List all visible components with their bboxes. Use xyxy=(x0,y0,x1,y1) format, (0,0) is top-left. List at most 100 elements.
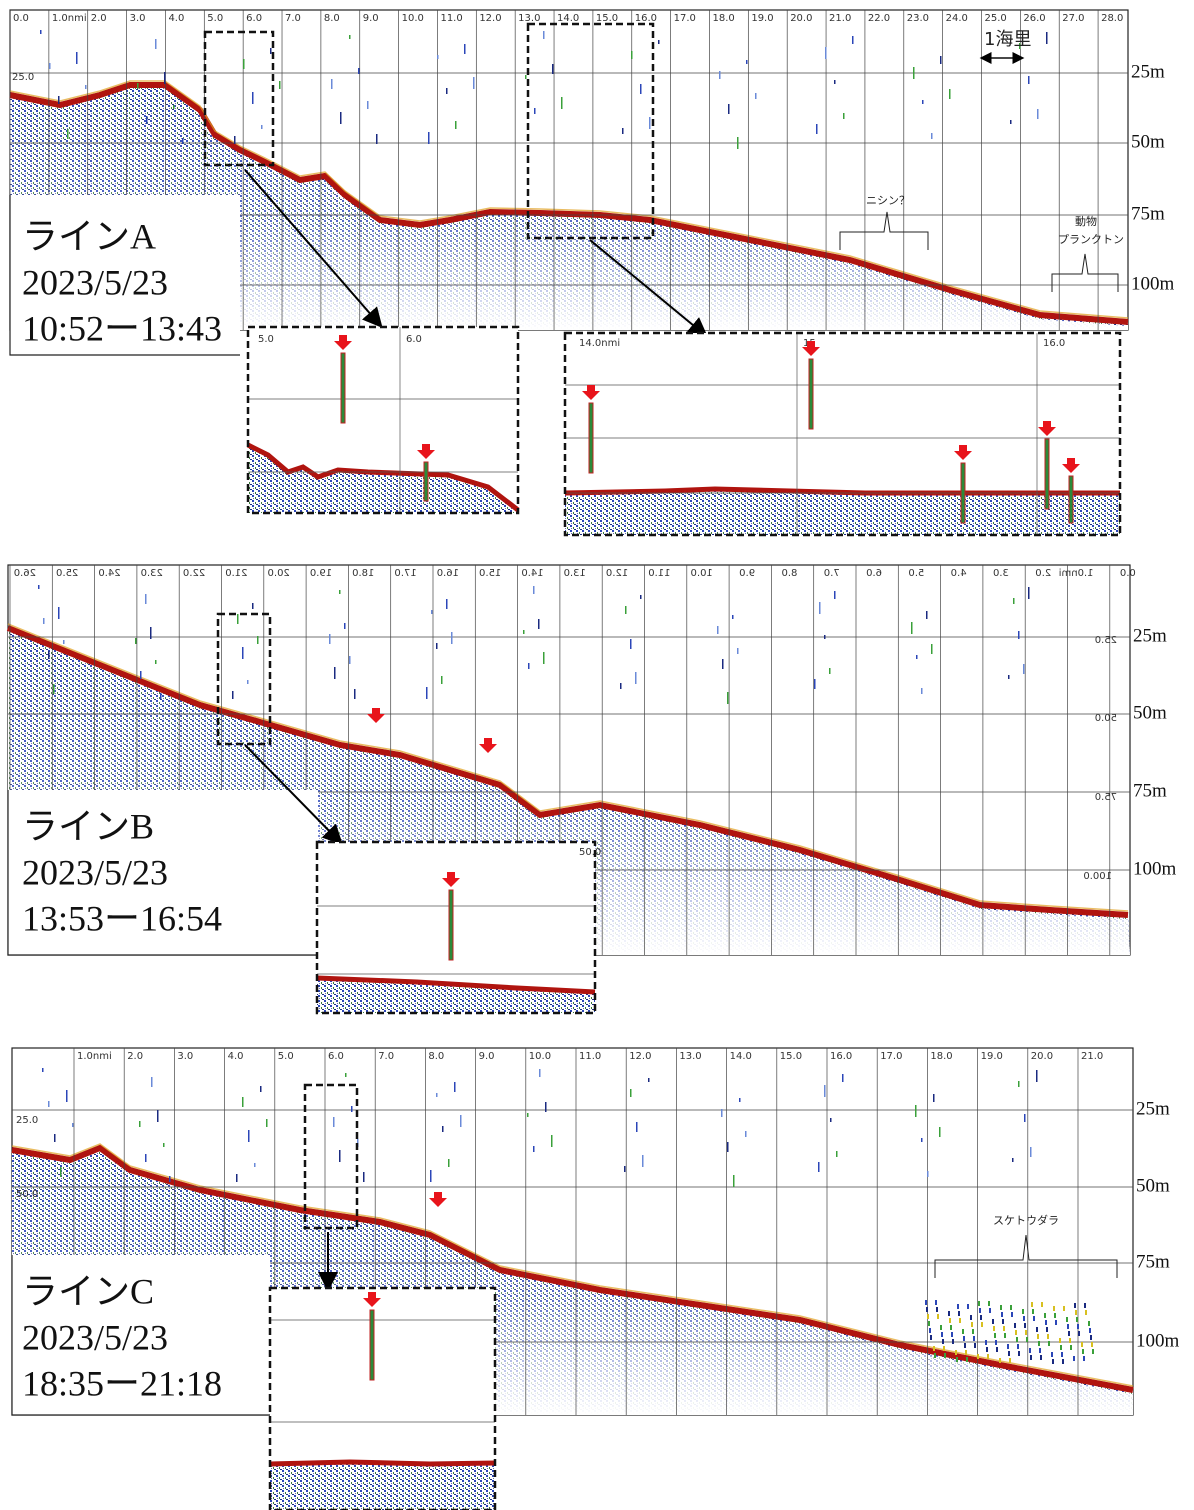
line-title: 2023/5/23 xyxy=(22,852,168,892)
pollock-echo xyxy=(1091,1342,1093,1347)
pollock-echo xyxy=(1070,1345,1072,1350)
pollock-echo xyxy=(1045,1320,1047,1325)
echo-dot xyxy=(940,56,942,64)
distance-label: 27.0 xyxy=(1062,13,1084,24)
echo-dot xyxy=(819,602,821,614)
distance-label: 17.0 xyxy=(674,13,696,24)
pollock-echo xyxy=(1081,1342,1083,1347)
echo-dot xyxy=(248,1130,250,1142)
echo-dot xyxy=(146,116,148,124)
pollock-echo xyxy=(1061,1352,1063,1357)
line-title: 10:52ー13:43 xyxy=(22,308,222,348)
pollock-echo xyxy=(1011,1312,1013,1317)
echo-dot xyxy=(649,117,651,129)
echo-dot xyxy=(640,84,642,94)
distance-label: 18.0 xyxy=(352,568,374,579)
echo-dot xyxy=(155,39,157,49)
distance-label: 22.0 xyxy=(868,13,890,24)
echo-dot xyxy=(270,48,272,54)
echo-dot xyxy=(1012,1158,1014,1162)
distance-label: 6.0 xyxy=(866,568,882,579)
pollock-echo xyxy=(1026,1337,1028,1342)
pollock-echo xyxy=(1044,1313,1046,1318)
echo-dot xyxy=(922,100,924,104)
distance-label: 5.0 xyxy=(908,568,924,579)
distance-label: 15.0 xyxy=(780,1051,802,1062)
pollock-echo xyxy=(1053,1306,1055,1311)
distance-label: 3.0 xyxy=(177,1051,193,1062)
echo-dot xyxy=(631,51,633,59)
inset-label: 16.0 xyxy=(1043,338,1065,349)
pollock-echo xyxy=(1025,1330,1027,1335)
echo-dot xyxy=(939,1127,941,1137)
echo-dot xyxy=(818,1162,820,1172)
echo-dot xyxy=(339,590,341,594)
echo-dot xyxy=(722,659,724,669)
echo-dot xyxy=(243,59,245,69)
echo-dot xyxy=(1046,32,1048,44)
echo-dot xyxy=(151,1077,153,1087)
echo-dot xyxy=(173,105,175,109)
echo-dot xyxy=(67,129,69,139)
echo-dot xyxy=(814,679,816,689)
distance-label: 1.0nmi xyxy=(77,1051,112,1062)
distance-label: 8.0 xyxy=(428,1051,444,1062)
distance-label: 4.0 xyxy=(951,568,967,579)
distance-label: 23.0 xyxy=(907,13,929,24)
pollock-echo xyxy=(941,1332,943,1337)
echo-dot xyxy=(816,124,818,134)
distance-label: 9.0 xyxy=(363,13,379,24)
distance-label: 7.0 xyxy=(285,13,301,24)
pollock-echo xyxy=(1039,1348,1041,1353)
echo-dot xyxy=(949,89,951,99)
distance-label: 14.0 xyxy=(557,13,579,24)
distance-label: 25.0 xyxy=(56,568,78,579)
echo-dot xyxy=(58,96,60,104)
pollock-echo xyxy=(925,1300,927,1305)
echo-dot xyxy=(451,632,453,644)
pollock-echo xyxy=(1078,1331,1080,1336)
echo-dot xyxy=(551,1135,553,1147)
pollock-echo xyxy=(1090,1335,1092,1340)
echo-dot xyxy=(916,655,918,659)
pollock-echo xyxy=(1002,1319,1004,1324)
annotation: ニシン？ xyxy=(866,194,910,207)
echo-dot xyxy=(1018,631,1020,639)
echo-dot xyxy=(351,1106,353,1112)
distance-label: 16.0 xyxy=(437,568,459,579)
echo-dot xyxy=(727,1142,729,1152)
echo-dot xyxy=(53,684,55,694)
pollock-echo xyxy=(1084,1303,1086,1308)
distance-label: 12.0 xyxy=(606,568,628,579)
distance-label: 18.0 xyxy=(930,1051,952,1062)
distance-label: 13.0 xyxy=(564,568,586,579)
pollock-echo xyxy=(974,1343,976,1348)
distance-label: 6.0 xyxy=(246,13,262,24)
echo-dot xyxy=(931,133,933,139)
inset-label: 14.0nmi xyxy=(579,338,620,349)
echo-dot xyxy=(1028,587,1030,599)
echo-dot xyxy=(533,586,535,594)
echo-dot xyxy=(843,113,845,119)
echo-dot xyxy=(921,688,923,694)
pollock-echo xyxy=(1029,1348,1031,1353)
distance-label: 5.0 xyxy=(278,1051,294,1062)
echo-dot xyxy=(426,687,428,699)
pollock-echo xyxy=(965,1350,967,1355)
echo-dot xyxy=(448,1159,450,1167)
pollock-echo xyxy=(950,1325,952,1330)
echo-dot xyxy=(442,1126,444,1132)
echo-dot xyxy=(911,622,913,634)
echo-dot xyxy=(63,640,65,644)
pollock-echo xyxy=(1010,1305,1012,1310)
distance-label: 19.0 xyxy=(981,1051,1003,1062)
pollock-echo xyxy=(944,1353,946,1358)
pollock-echo xyxy=(936,1307,938,1312)
distance-label: 10.0 xyxy=(691,568,713,579)
distance-label: 4.0 xyxy=(168,13,184,24)
echogram-figure: 0.01.0nmi2.03.04.05.06.07.08.09.010.011.… xyxy=(0,0,1194,1510)
distance-label: 26.0 xyxy=(1023,13,1045,24)
distance-label: 13.0 xyxy=(679,1051,701,1062)
pollock-echo xyxy=(1030,1355,1032,1360)
echo-dot xyxy=(76,52,78,64)
